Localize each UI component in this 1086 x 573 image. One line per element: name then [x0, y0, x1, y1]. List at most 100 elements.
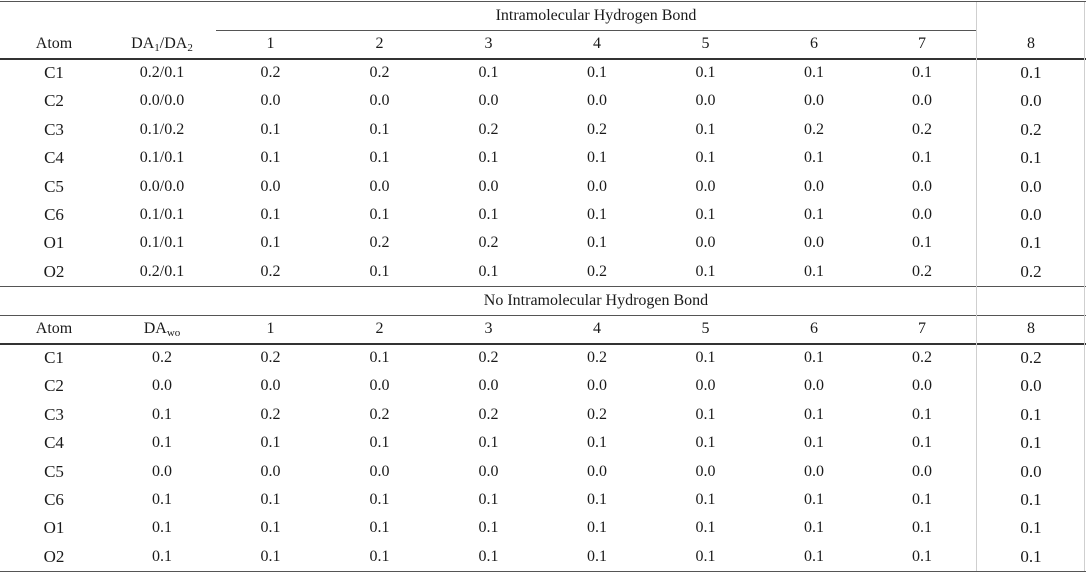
value-cell: 0.0 [478, 177, 499, 195]
value-cell: 0.0 [260, 462, 281, 480]
value-cell: 0.0 [912, 462, 932, 480]
value-cell: 0.2 [260, 405, 281, 423]
value-cell: 0.1 [804, 547, 824, 565]
value-cell: 0.2 [1020, 348, 1042, 367]
table-row: C3 0.1 0.2 0.2 0.2 0.2 0.1 0.1 0.1 0.1 [0, 401, 1086, 429]
da-cell: 0.1 [152, 434, 172, 452]
table-row: C5 0.0 0.0 0.0 0.0 0.0 0.0 0.0 0.0 0.0 [0, 458, 1086, 486]
value-cell: 0.0 [804, 377, 824, 395]
value-cell: 0.1 [804, 405, 824, 423]
column-header-1: 1 [266, 320, 275, 337]
atom-cell: C1 [44, 348, 64, 367]
value-cell: 0.1 [587, 547, 607, 565]
value-cell: 0.0 [478, 377, 499, 395]
value-cell: 0.1 [587, 149, 607, 167]
value-cell: 0.1 [369, 434, 390, 452]
column-header-8: 8 [1027, 320, 1035, 337]
value-cell: 0.0 [369, 92, 390, 110]
value-cell: 0.1 [587, 434, 607, 452]
value-cell: 0.1 [912, 547, 932, 565]
da-cell: 0.1/0.2 [139, 120, 185, 138]
value-cell: 0.1 [369, 262, 390, 280]
value-cell: 0.0 [1020, 376, 1042, 396]
da-cell: 0.0/0.0 [139, 177, 185, 195]
value-cell: 0.1 [260, 234, 281, 252]
value-cell: 0.1 [587, 234, 607, 252]
value-cell: 0.2 [912, 349, 932, 366]
value-cell: 0.1 [912, 64, 932, 81]
atom-cell: C6 [44, 205, 64, 224]
da-cell: 0.2/0.1 [139, 262, 185, 280]
table-row: C1 0.2 0.2 0.1 0.2 0.2 0.1 0.1 0.2 0.2 [0, 344, 1086, 372]
value-cell: 0.1 [804, 434, 824, 452]
value-cell: 0.2 [260, 349, 281, 366]
value-cell: 0.2 [369, 64, 390, 81]
value-cell: 0.2 [912, 262, 932, 280]
value-cell: 0.2 [587, 120, 607, 138]
value-cell: 0.0 [695, 462, 716, 480]
column-header-3: 3 [484, 320, 493, 337]
value-cell: 0.1 [804, 262, 824, 280]
atom-cell: C5 [44, 461, 64, 481]
value-cell: 0.1 [1020, 546, 1042, 566]
value-cell: 0.1 [478, 64, 499, 81]
value-cell: 0.1 [912, 405, 932, 423]
value-cell: 0.1 [587, 206, 607, 223]
column-header-6: 6 [810, 35, 818, 52]
value-cell: 0.1 [587, 64, 607, 81]
value-cell: 0.1 [1020, 148, 1042, 168]
value-cell: 0.1 [1020, 433, 1042, 453]
section-title: Intramolecular Hydrogen Bond [495, 7, 697, 24]
value-cell: 0.0 [369, 377, 390, 395]
da-cell: 0.1 [152, 405, 172, 423]
value-cell: 0.1 [804, 64, 824, 81]
table-bottom-rule [0, 571, 1086, 572]
da-cell: 0.1 [152, 519, 172, 537]
value-cell: 0.1 [369, 491, 390, 508]
da-cell: 0.0 [152, 462, 172, 480]
column-header-1: 1 [266, 35, 275, 52]
atom-cell: C3 [44, 119, 64, 139]
value-cell: 0.0 [478, 92, 499, 110]
value-cell: 0.2 [478, 234, 499, 252]
column-header-2: 2 [375, 35, 384, 52]
value-cell: 0.2 [369, 234, 390, 252]
value-cell: 0.0 [587, 92, 607, 110]
section-title: No Intramolecular Hydrogen Bond [483, 292, 709, 309]
value-cell: 0.2 [587, 262, 607, 280]
table-row: C1 0.2/0.1 0.2 0.2 0.1 0.1 0.1 0.1 0.1 0.1 [0, 59, 1086, 87]
value-cell: 0.0 [912, 177, 932, 195]
value-cell: 0.0 [260, 92, 281, 110]
atom-cell: C4 [44, 148, 64, 168]
value-cell: 0.1 [695, 547, 716, 565]
value-cell: 0.1 [912, 149, 932, 167]
table-row: C6 0.1/0.1 0.1 0.1 0.1 0.1 0.1 0.1 0.0 0.0 [0, 201, 1086, 229]
value-cell: 0.1 [478, 262, 499, 280]
atom-cell: C2 [44, 376, 64, 396]
value-cell: 0.1 [369, 519, 390, 537]
table-row: C5 0.0/0.0 0.0 0.0 0.0 0.0 0.0 0.0 0.0 0.0 [0, 173, 1086, 201]
value-cell: 0.2 [260, 262, 281, 280]
value-cell: 0.0 [804, 177, 824, 195]
value-cell: 0.0 [1020, 205, 1042, 224]
atom-cell: C6 [44, 490, 64, 509]
value-cell: 0.1 [695, 206, 716, 223]
value-cell: 0.2 [478, 120, 499, 138]
value-cell: 0.1 [369, 547, 390, 565]
atom-cell: C1 [44, 63, 64, 82]
value-cell: 0.1 [478, 206, 499, 223]
value-cell: 0.2 [1020, 119, 1042, 139]
value-cell: 0.1 [260, 547, 281, 565]
atom-cell: O2 [43, 546, 65, 566]
value-cell: 0.1 [1020, 63, 1042, 82]
value-cell: 0.2 [587, 405, 607, 423]
da-cell: 0.1 [152, 491, 172, 508]
column-header-5: 5 [701, 320, 710, 337]
table-row: C3 0.1/0.2 0.1 0.1 0.2 0.2 0.1 0.2 0.2 0.2 [0, 116, 1086, 144]
header-rule [0, 58, 1086, 60]
column-separator [976, 2, 977, 571]
da-cell: 0.1 [152, 547, 172, 565]
value-cell: 0.1 [260, 149, 281, 167]
value-cell: 0.0 [804, 92, 824, 110]
